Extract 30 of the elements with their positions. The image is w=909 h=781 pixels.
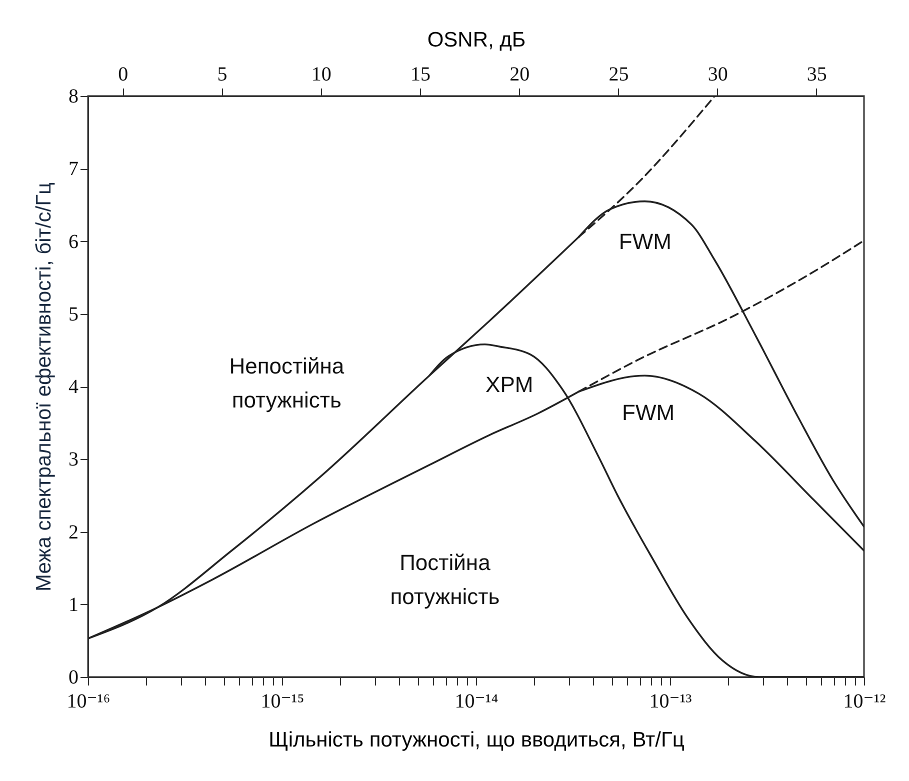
y-tick-label: 0 — [68, 666, 78, 688]
x2-axis-title: OSNR, дБ — [427, 28, 526, 52]
x-tick-label: 10⁻¹² — [843, 690, 886, 712]
y-tick-label: 4 — [68, 376, 78, 398]
x2-tick-label: 30 — [708, 64, 728, 86]
y-tick-label: 7 — [68, 158, 78, 180]
x2-tick-label: 20 — [510, 64, 530, 86]
annotation: XPM — [486, 372, 534, 397]
y-axis-title: Межа спектральної ефективності, біт/с/Гц — [32, 182, 56, 592]
y-tick-label: 3 — [68, 448, 78, 471]
y-tick-label: 6 — [68, 230, 78, 253]
y-tick-label: 1 — [68, 594, 78, 616]
annotation: FWM — [618, 228, 672, 254]
annotation: Постійна потужність — [390, 550, 500, 610]
annotation: FWM — [622, 400, 675, 426]
x2-tick-label: 10 — [311, 64, 332, 86]
x2-tick-label: 25 — [608, 64, 629, 86]
x-tick-label: 10⁻¹³ — [649, 690, 692, 712]
x2-tick-label: 0 — [118, 64, 128, 86]
x-tick-label: 10⁻¹⁴ — [454, 690, 498, 712]
y-tick-label: 5 — [68, 303, 78, 326]
y-tick-label: 8 — [68, 86, 78, 108]
x2-tick-label: 35 — [806, 64, 827, 86]
annotation: Непостійна потужність — [229, 354, 345, 413]
x-axis-title: Щільність потужності, що вводиться, Вт/Гц — [268, 728, 684, 752]
y-tick-label: 2 — [68, 521, 78, 544]
x-tick-label: 10⁻¹⁶ — [66, 690, 110, 712]
x2-tick-label: 5 — [217, 64, 228, 86]
x-tick-label: 10⁻¹⁵ — [260, 690, 304, 712]
x2-tick-label: 15 — [410, 64, 431, 86]
